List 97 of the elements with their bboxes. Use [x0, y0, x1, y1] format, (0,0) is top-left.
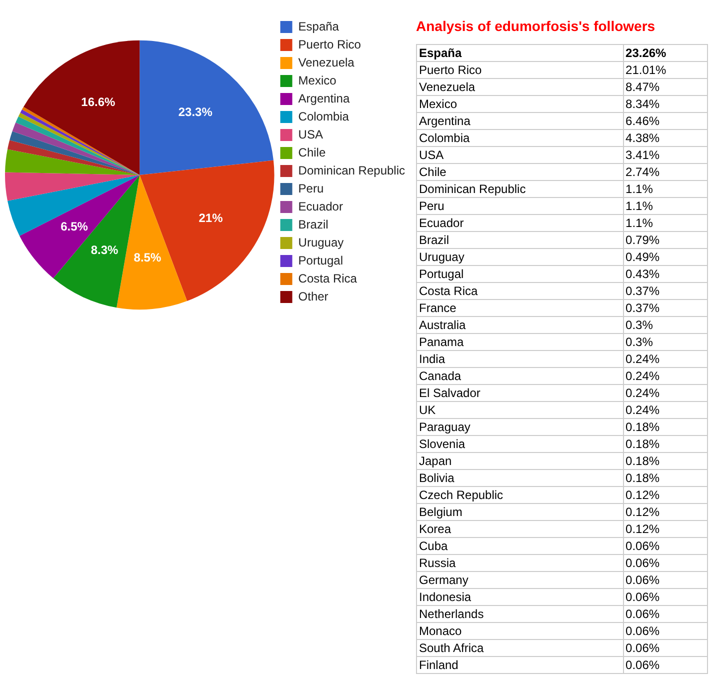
category-label: Finland	[416, 656, 624, 674]
category-label: España	[416, 44, 624, 62]
data-label: 6.5%	[60, 219, 88, 234]
category-label: Indonesia	[416, 588, 624, 606]
text: 0.06%	[626, 624, 660, 638]
category-label: Uruguay	[416, 248, 624, 266]
legend-label: Argentina	[298, 91, 350, 106]
text: 0.43%	[626, 267, 660, 281]
text: 23.26%	[626, 46, 666, 60]
text: 0.12%	[626, 505, 660, 519]
text: 0.12%	[626, 488, 660, 502]
text: 6.46%	[626, 114, 660, 128]
text: 0.37%	[626, 301, 660, 315]
category-label: Venezuela	[416, 78, 624, 96]
category-label: Argentina	[416, 112, 624, 130]
text: 0.49%	[626, 250, 660, 264]
legend-label: Mexico	[298, 73, 337, 88]
text: 0.24%	[626, 352, 660, 366]
data-label: 21%	[198, 210, 224, 225]
text: 0.06%	[626, 658, 660, 672]
legend-label: Brazil	[298, 217, 328, 232]
text: 0.06%	[626, 590, 660, 604]
text: 0.79%	[626, 233, 660, 247]
category-label: Monaco	[416, 622, 624, 640]
legend-label: Ecuador	[298, 199, 343, 214]
legend-label: Puerto Rico	[298, 37, 362, 52]
category-label: Puerto Rico	[416, 62, 624, 78]
text: 0.18%	[626, 437, 660, 451]
category-label: Germany	[416, 572, 624, 588]
legend-label: España	[298, 19, 340, 34]
text: 3.41%	[626, 148, 660, 162]
text: 0.06%	[626, 573, 660, 587]
legend-label: Peru	[298, 181, 324, 196]
category-label: Belgium	[416, 504, 624, 520]
category-label: Dominican Republic	[416, 180, 624, 198]
category-label: USA	[416, 146, 624, 164]
category-label: Costa Rica	[416, 282, 624, 300]
data-label: 8.5%	[134, 250, 162, 264]
text: 1.1%	[626, 216, 653, 230]
category-label: Slovenia	[416, 436, 624, 452]
text: 8.47%	[626, 80, 660, 94]
text: 0.3%	[626, 335, 653, 349]
text: 8.34%	[626, 97, 660, 111]
legend-label: Other	[298, 289, 328, 304]
text: 0.12%	[626, 522, 660, 536]
category-label: Korea	[416, 520, 624, 538]
legend-label: Colombia	[298, 109, 350, 124]
category-label: Chile	[416, 164, 624, 180]
category-label: Canada	[416, 368, 624, 384]
category-label: UK	[416, 402, 624, 418]
category-label: Bolivia	[416, 470, 624, 486]
text: 0.24%	[626, 386, 660, 400]
category-label: Paraguay	[416, 418, 624, 436]
legend-label: USA	[298, 127, 323, 142]
text: 0.24%	[626, 403, 660, 417]
text: 0.06%	[626, 607, 660, 621]
category-label: Colombia	[416, 130, 624, 146]
text: 0.06%	[626, 539, 660, 553]
data-label: 8.3%	[90, 243, 119, 258]
text: 0.18%	[626, 420, 660, 434]
legend-label: Portugal	[298, 253, 343, 268]
category-label: Peru	[416, 198, 624, 214]
category-label: Czech Republic	[416, 486, 624, 504]
category-label: South Africa	[416, 640, 624, 656]
text: 2.74%	[626, 165, 660, 179]
text: 1.1%	[626, 182, 653, 196]
text: 0.3%	[626, 318, 653, 332]
category-label: Mexico	[416, 96, 624, 112]
text: Analysis of edumorfosis's followers	[416, 18, 656, 34]
category-label: France	[416, 300, 624, 316]
legend-label: Venezuela	[298, 55, 355, 70]
category-label: El Salvador	[416, 384, 624, 402]
category-label: Cuba	[416, 538, 624, 554]
category-label: Brazil	[416, 232, 624, 248]
legend-label: Dominican Republic	[298, 163, 405, 178]
text: 0.37%	[626, 284, 660, 298]
category-label: Netherlands	[416, 606, 624, 622]
text: 4.38%	[626, 131, 660, 145]
text: 0.06%	[626, 556, 660, 570]
data-label: 16.6%	[81, 94, 116, 109]
category-label: Russia	[416, 554, 624, 572]
category-label: Ecuador	[416, 214, 624, 232]
data-label: 23.3%	[178, 105, 213, 120]
legend-label: Chile	[298, 145, 326, 160]
text: 0.24%	[626, 369, 660, 383]
category-label: Japan	[416, 452, 624, 470]
text: 21.01%	[626, 63, 666, 77]
legend-label: Uruguay	[298, 235, 344, 250]
legend-label: Costa Rica	[298, 271, 358, 286]
text: 0.06%	[626, 641, 660, 655]
category-label: Portugal	[416, 266, 624, 282]
text: 1.1%	[626, 199, 653, 213]
category-label: Australia	[416, 316, 624, 334]
category-label: India	[416, 350, 624, 368]
text: 0.18%	[626, 471, 660, 485]
text: 0.18%	[626, 454, 660, 468]
category-label: Panama	[416, 334, 624, 350]
